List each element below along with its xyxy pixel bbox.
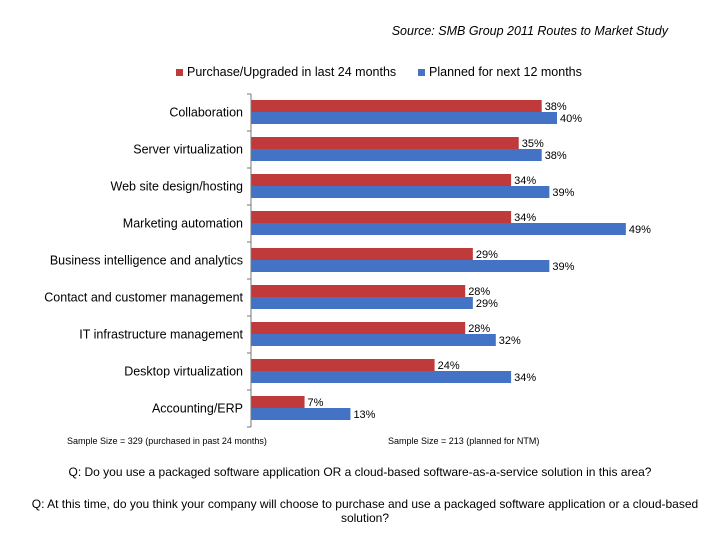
data-label: 29%	[476, 249, 498, 261]
data-label: 35%	[522, 138, 544, 150]
legend-swatch-red	[176, 68, 183, 76]
data-label: 28%	[468, 323, 490, 335]
sample-size-purchased: Sample Size = 329 (purchased in past 24 …	[67, 436, 267, 446]
data-label: 49%	[629, 224, 651, 236]
category-label: Business intelligence and analytics	[50, 254, 243, 268]
legend-swatch-blue	[418, 68, 425, 76]
bar-planned	[251, 408, 351, 420]
bar-planned	[251, 223, 626, 235]
data-label: 32%	[499, 335, 521, 347]
bar-planned	[251, 297, 473, 309]
data-label: 29%	[476, 298, 498, 310]
question-1: Q: Do you use a packaged software applic…	[68, 465, 652, 479]
data-label: 34%	[514, 212, 536, 224]
legend-item-planned: Planned for next 12 months	[418, 65, 582, 79]
bar-purchased	[251, 359, 435, 371]
legend-item-purchased: Purchase/Upgraded in last 24 months	[176, 65, 396, 79]
data-label: 39%	[552, 261, 574, 273]
chart-legend: Purchase/Upgraded in last 24 months Plan…	[0, 65, 720, 81]
data-label: 28%	[468, 286, 490, 298]
bar-planned	[251, 260, 550, 272]
bar-planned	[251, 112, 557, 124]
chart-source: Source: SMB Group 2011 Routes to Market …	[391, 24, 668, 38]
bar-planned	[251, 149, 542, 161]
data-label: 40%	[560, 113, 582, 125]
data-label: 13%	[353, 409, 375, 421]
bar-planned	[251, 371, 512, 383]
data-label: 38%	[545, 150, 567, 162]
data-label: 34%	[514, 175, 536, 187]
question-2: Q: At this time, do you think your compa…	[31, 497, 699, 525]
bar-purchased	[251, 322, 466, 334]
data-label: 39%	[552, 187, 574, 199]
legend-label-purchased: Purchase/Upgraded in last 24 months	[187, 65, 397, 79]
category-label: Web site design/hosting	[111, 180, 244, 194]
bar-purchased	[251, 248, 473, 260]
category-label: Contact and customer management	[44, 291, 243, 305]
bar-purchased	[251, 137, 519, 149]
category-label: Accounting/ERP	[152, 402, 243, 416]
data-label: 34%	[514, 372, 536, 384]
category-label: IT infrastructure management	[79, 328, 243, 342]
data-label: 38%	[545, 101, 567, 113]
data-label: 24%	[438, 360, 460, 372]
bar-purchased	[251, 174, 512, 186]
bar-purchased	[251, 100, 542, 112]
bar-purchased	[251, 285, 466, 297]
category-label: Marketing automation	[123, 217, 243, 231]
bar-planned	[251, 334, 496, 346]
data-label: 7%	[308, 397, 324, 409]
bar-purchased	[251, 396, 305, 408]
bar-planned	[251, 186, 550, 198]
bar-purchased	[251, 211, 512, 223]
category-label: Server virtualization	[133, 143, 243, 157]
sample-size-planned: Sample Size = 213 (planned for NTM)	[388, 436, 540, 446]
legend-label-planned: Planned for next 12 months	[429, 65, 582, 79]
category-label: Collaboration	[169, 106, 243, 120]
category-label: Desktop virtualization	[124, 365, 243, 379]
